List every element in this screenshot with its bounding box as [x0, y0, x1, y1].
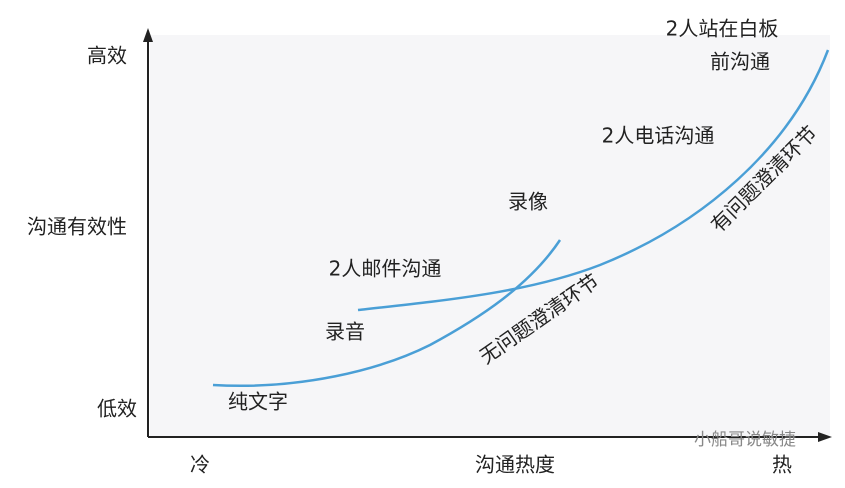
- point-label: 前沟通: [710, 50, 770, 74]
- point-label: 2人电话沟通: [602, 124, 715, 148]
- plot-area: [150, 35, 830, 437]
- x-label: 冷: [190, 453, 210, 477]
- point-label: 录像: [508, 190, 548, 214]
- point-label: 录音: [325, 320, 365, 344]
- y-label: 高效: [87, 44, 127, 68]
- watermark: 小船哥说敏捷: [694, 430, 796, 450]
- point-label: 纯文字: [228, 390, 288, 414]
- curve-no-clarification: [212, 239, 562, 387]
- y-label: 沟通有效性: [27, 215, 127, 239]
- x-label: 热: [772, 453, 792, 477]
- point-label: 2人站在白板: [666, 17, 779, 41]
- curve-with-clarification: [357, 49, 830, 312]
- x-label: 沟通热度: [475, 453, 555, 477]
- y-label: 低效: [97, 397, 137, 421]
- y-arrow: [143, 28, 153, 42]
- x-arrow: [818, 432, 832, 442]
- point-label: 2人邮件沟通: [329, 257, 442, 281]
